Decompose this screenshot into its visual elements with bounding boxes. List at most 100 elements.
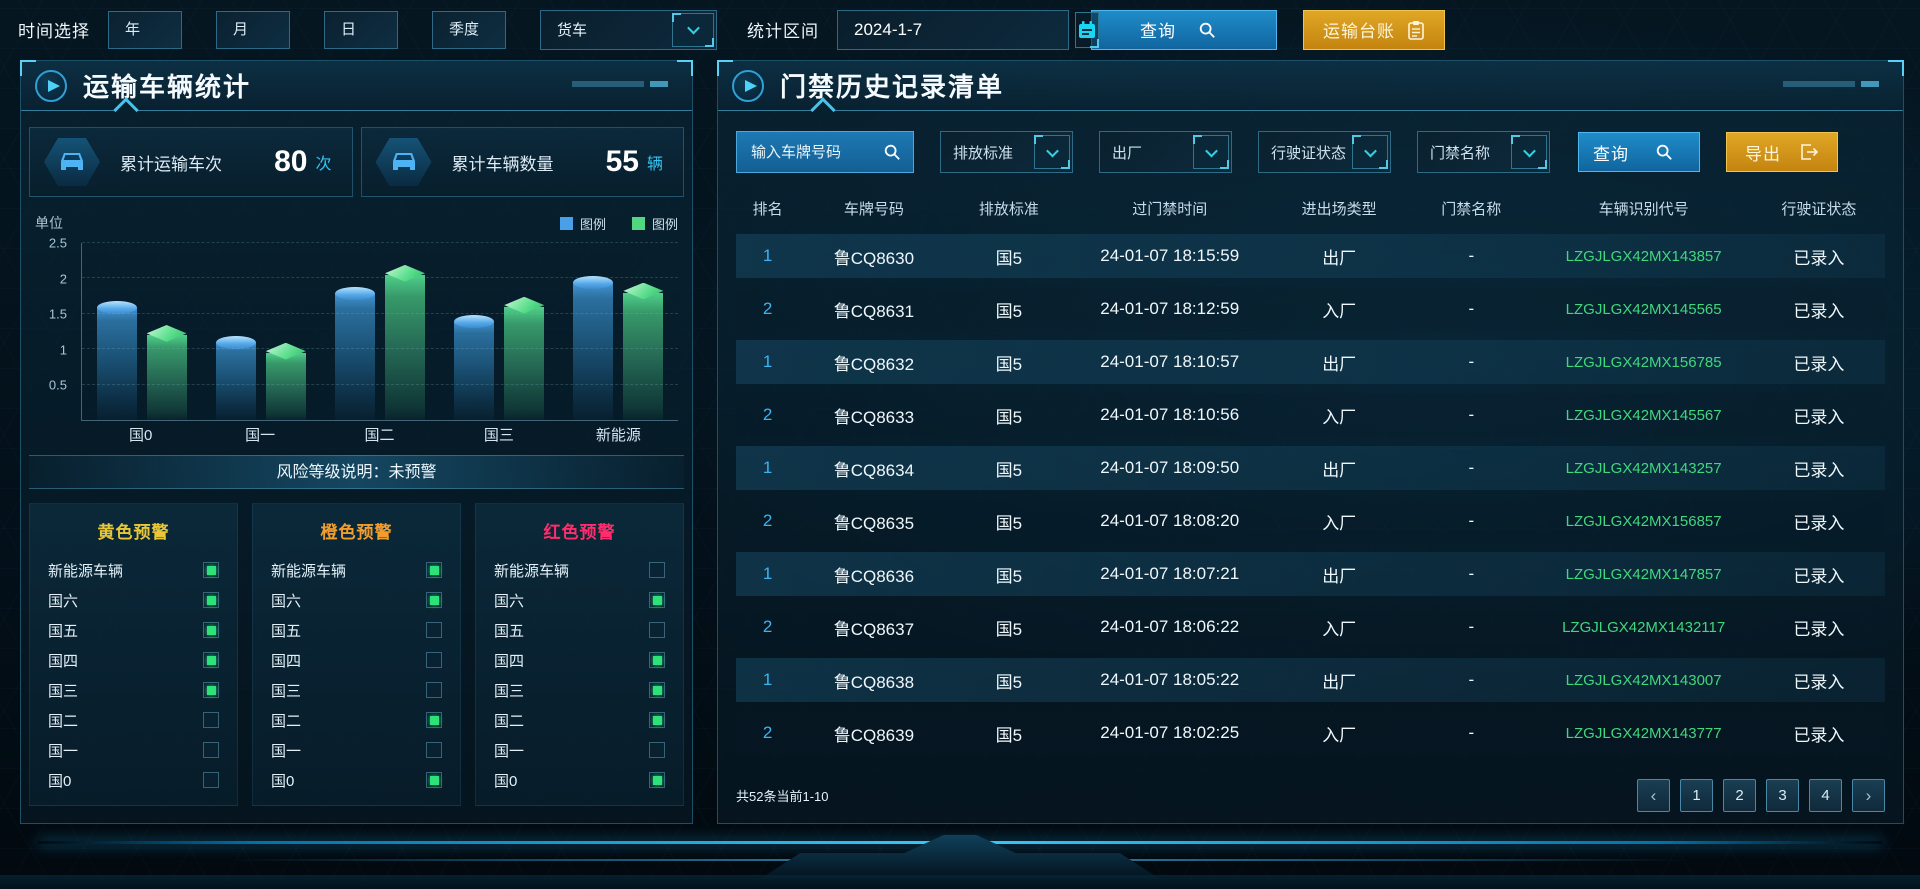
warning-item-label: 国六: [271, 592, 302, 610]
table-row[interactable]: 1 鲁CQ8634 国5 24-01-07 18:09:50 出厂 - LZGJLGX42M…: [736, 446, 1885, 490]
table-row[interactable]: 1 鲁CQ8632 国5 24-01-07 18:10:57 出厂 - LZGJLGX42M…: [736, 340, 1885, 384]
x-axis-label: 国一: [245, 426, 276, 444]
date-input[interactable]: [838, 19, 1075, 40]
y-tick-label: 1: [59, 342, 67, 358]
bar-cap: [623, 282, 664, 300]
chart-bar-groups: [82, 243, 678, 420]
warning-checkbox[interactable]: [649, 592, 665, 608]
warning-checkbox[interactable]: [649, 562, 665, 578]
warning-checkbox[interactable]: [203, 712, 219, 728]
export-button[interactable]: 导出: [1726, 132, 1838, 172]
warning-checkbox[interactable]: [426, 712, 442, 728]
time-range-buttons: 年月日季度: [108, 10, 506, 49]
filter-dropdown-1[interactable]: 出厂: [1099, 131, 1232, 173]
page-button-2[interactable]: 2: [1723, 779, 1756, 812]
warning-checkbox[interactable]: [203, 622, 219, 638]
filter-dropdown-3[interactable]: 门禁名称: [1417, 131, 1550, 173]
warning-checkbox[interactable]: [649, 742, 665, 758]
chevron-down-icon[interactable]: [672, 12, 714, 47]
time-range-button-2[interactable]: 日: [324, 10, 398, 49]
page-button-3[interactable]: 3: [1766, 779, 1799, 812]
column-header-4: 进出场类型: [1301, 200, 1377, 218]
warning-checkbox[interactable]: [649, 652, 665, 668]
time-range-button-0[interactable]: 年: [108, 10, 182, 49]
table-row[interactable]: 1 鲁CQ8636 国5 24-01-07 18:07:21 出厂 - LZGJLGX42M…: [736, 552, 1885, 596]
warning-title: 红色预警: [543, 523, 616, 542]
filter-dropdown-2[interactable]: 行驶证状态: [1258, 131, 1391, 173]
deco-glow-line-2: [230, 859, 1690, 861]
page-button-4[interactable]: 4: [1809, 779, 1842, 812]
car-icon: [392, 153, 415, 170]
warning-checkbox[interactable]: [203, 562, 219, 578]
warning-checkbox[interactable]: [203, 682, 219, 698]
stat-value: 55: [605, 145, 639, 178]
cell-过门禁时间: 24-01-07 18:12:59: [1100, 299, 1240, 318]
warning-checkbox[interactable]: [203, 772, 219, 788]
table-row[interactable]: 2 鲁CQ8633 国5 24-01-07 18:10:56 入厂 - LZGJLGX42M…: [736, 393, 1885, 437]
record-count-text: 共52条当前1-10: [736, 789, 829, 804]
warning-checkbox[interactable]: [426, 622, 442, 638]
range-label: 统计区间: [747, 22, 819, 41]
x-axis-label: 国三: [483, 426, 514, 444]
table-row[interactable]: 1 鲁CQ8630 国5 24-01-07 18:15:59 出厂 - LZGJLGX42M…: [736, 234, 1885, 278]
warning-row: 新能源车辆: [494, 555, 665, 585]
cell-车辆识别代号: LZGJLGX42MX156785: [1565, 353, 1722, 371]
warning-checkbox[interactable]: [426, 772, 442, 788]
warning-checkbox[interactable]: [203, 652, 219, 668]
chevron-down-icon[interactable]: [1511, 135, 1547, 169]
plate-search-input[interactable]: [737, 143, 883, 161]
query-button[interactable]: 查询: [1091, 9, 1277, 50]
column-header-3: 过门禁时间: [1132, 200, 1208, 218]
calendar-icon[interactable]: [1075, 11, 1099, 48]
warning-checkbox[interactable]: [649, 682, 665, 698]
table-row[interactable]: 2 鲁CQ8635 国5 24-01-07 18:08:20 入厂 - LZGJLGX42M…: [736, 499, 1885, 543]
table-query-label: 查询: [1593, 144, 1629, 164]
vehicle-type-dropdown[interactable]: 货车: [540, 9, 717, 50]
chart-plot: [81, 242, 678, 421]
cell-车牌号码: 鲁CQ8636: [833, 566, 915, 586]
legend-item-1[interactable]: 图例: [631, 214, 678, 233]
search-icon[interactable]: [883, 143, 901, 161]
warning-checkbox[interactable]: [649, 622, 665, 638]
next-page-button[interactable]: ›: [1852, 779, 1885, 812]
warning-checkbox[interactable]: [649, 712, 665, 728]
transport-ledger-button[interactable]: 运输台账: [1303, 9, 1445, 50]
bar-group-国一: [201, 243, 320, 420]
stat-card-0: 累计运输车次 80 次: [29, 127, 353, 197]
risk-level-banner: 风险等级说明：未预警: [29, 455, 684, 489]
cell-车辆识别代号: LZGJLGX42MX156857: [1565, 512, 1722, 530]
bar-series0-国三: [454, 314, 495, 420]
legend-item-0[interactable]: 图例: [559, 214, 606, 233]
table-query-button[interactable]: 查询: [1578, 132, 1700, 172]
warning-item-label: 新能源车辆: [271, 562, 347, 580]
table-row[interactable]: 2 鲁CQ8639 国5 24-01-07 18:02:25 入厂 - LZGJLGX42M…: [736, 711, 1885, 755]
warning-checkbox[interactable]: [426, 682, 442, 698]
warning-checkbox[interactable]: [649, 772, 665, 788]
table-row[interactable]: 1 鲁CQ8638 国5 24-01-07 18:05:22 出厂 - LZGJLGX42M…: [736, 658, 1885, 702]
filter-dropdown-0[interactable]: 排放标准: [940, 131, 1073, 173]
cell-门禁名称: -: [1468, 299, 1475, 318]
time-range-button-3[interactable]: 季度: [432, 10, 506, 49]
warning-checkbox[interactable]: [203, 742, 219, 758]
date-picker[interactable]: [837, 9, 1099, 50]
warning-checkbox[interactable]: [426, 562, 442, 578]
stat-unit: 辆: [646, 156, 663, 173]
dropdown-value: 门禁名称: [1430, 144, 1491, 162]
table-row[interactable]: 2 鲁CQ8637 国5 24-01-07 18:06:22 入厂 - LZGJLGX42M…: [736, 605, 1885, 649]
warning-row: 国五: [494, 615, 665, 645]
bar-cap: [385, 264, 425, 282]
time-range-button-1[interactable]: 月: [216, 10, 290, 49]
warning-checkbox[interactable]: [203, 592, 219, 608]
bar-group-国三: [440, 243, 559, 420]
chevron-down-icon[interactable]: [1352, 135, 1388, 169]
warning-checkbox[interactable]: [426, 592, 442, 608]
chevron-down-icon[interactable]: [1193, 135, 1229, 169]
warning-checkbox[interactable]: [426, 652, 442, 668]
plate-search-box[interactable]: [736, 131, 914, 173]
cell-过门禁时间: 24-01-07 18:08:20: [1100, 511, 1240, 530]
prev-page-button[interactable]: ‹: [1637, 779, 1670, 812]
chevron-down-icon[interactable]: [1034, 135, 1070, 169]
page-button-1[interactable]: 1: [1680, 779, 1713, 812]
table-row[interactable]: 2 鲁CQ8631 国5 24-01-07 18:12:59 入厂 - LZGJLGX42M…: [736, 287, 1885, 331]
warning-checkbox[interactable]: [426, 742, 442, 758]
